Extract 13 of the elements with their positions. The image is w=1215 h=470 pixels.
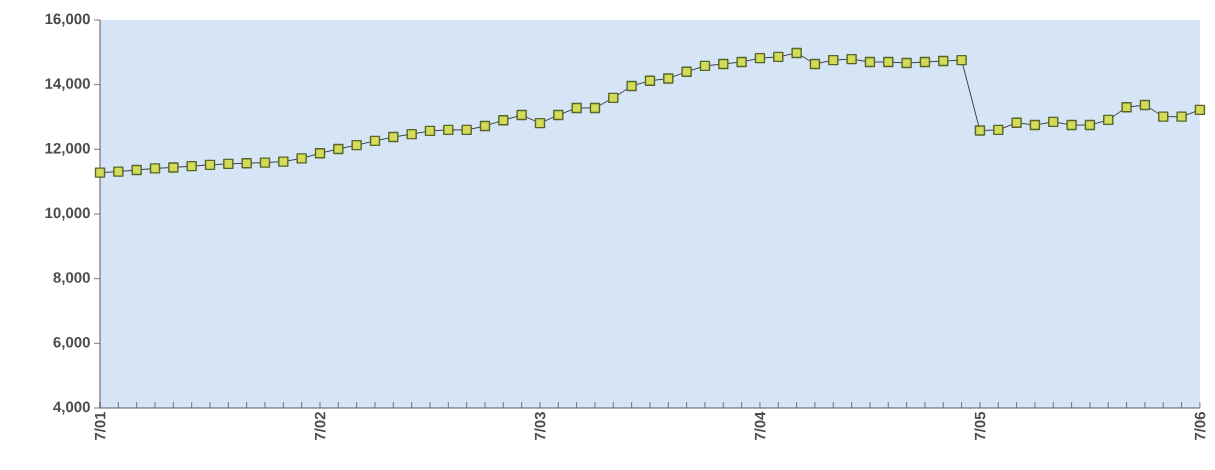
x-tick-label: 7/02 — [314, 412, 326, 441]
x-tick-label: 7/01 — [94, 411, 106, 441]
y-tick-label: 4,000 — [53, 401, 90, 415]
y-tick-label: 12,000 — [45, 142, 90, 156]
y-tick-label: 10,000 — [45, 207, 90, 221]
y-tick-label: 8,000 — [53, 272, 90, 286]
x-tick-label: 7/03 — [534, 412, 546, 441]
x-tick-label: 7/04 — [754, 411, 766, 441]
y-tick-label: 14,000 — [45, 78, 90, 92]
x-tick-label: 7/06 — [1194, 412, 1206, 441]
x-tick-label: 7/05 — [974, 411, 986, 441]
y-tick-label: 16,000 — [45, 13, 90, 27]
y-tick-label: 6,000 — [53, 336, 90, 350]
